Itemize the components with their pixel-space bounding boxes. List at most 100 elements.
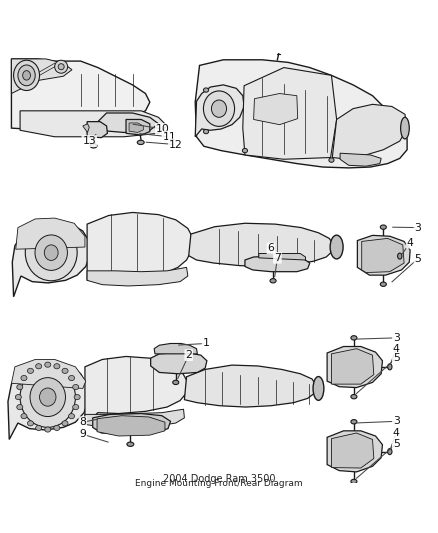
Ellipse shape bbox=[351, 419, 357, 424]
Ellipse shape bbox=[68, 375, 74, 381]
Polygon shape bbox=[245, 256, 310, 272]
Ellipse shape bbox=[55, 60, 67, 73]
Ellipse shape bbox=[28, 368, 33, 374]
Polygon shape bbox=[87, 122, 107, 138]
Ellipse shape bbox=[18, 65, 35, 86]
Text: 8: 8 bbox=[79, 417, 86, 427]
Ellipse shape bbox=[330, 235, 343, 259]
Text: 5: 5 bbox=[393, 439, 400, 449]
Polygon shape bbox=[184, 365, 316, 407]
Ellipse shape bbox=[313, 376, 324, 400]
Ellipse shape bbox=[35, 235, 67, 270]
Polygon shape bbox=[87, 268, 188, 286]
Ellipse shape bbox=[21, 375, 27, 381]
Ellipse shape bbox=[380, 225, 386, 229]
Polygon shape bbox=[340, 153, 381, 166]
Polygon shape bbox=[85, 409, 184, 427]
Ellipse shape bbox=[25, 224, 77, 281]
Polygon shape bbox=[12, 221, 90, 297]
Ellipse shape bbox=[35, 364, 42, 369]
Polygon shape bbox=[16, 218, 85, 249]
Polygon shape bbox=[154, 343, 198, 354]
Text: 5: 5 bbox=[414, 254, 421, 264]
Text: 11: 11 bbox=[162, 132, 176, 142]
Polygon shape bbox=[259, 254, 305, 260]
Ellipse shape bbox=[388, 364, 392, 370]
Ellipse shape bbox=[329, 158, 334, 162]
Ellipse shape bbox=[35, 425, 42, 431]
Ellipse shape bbox=[28, 421, 33, 426]
Ellipse shape bbox=[15, 394, 21, 400]
Polygon shape bbox=[85, 357, 188, 424]
Ellipse shape bbox=[73, 384, 79, 390]
Polygon shape bbox=[87, 213, 193, 280]
Text: 3: 3 bbox=[393, 416, 400, 426]
Text: 6: 6 bbox=[268, 244, 274, 253]
Ellipse shape bbox=[14, 60, 39, 91]
Text: Engine Mounting Front/Rear Diagram: Engine Mounting Front/Rear Diagram bbox=[135, 479, 303, 488]
Polygon shape bbox=[327, 346, 382, 387]
Ellipse shape bbox=[54, 425, 60, 431]
Ellipse shape bbox=[203, 88, 208, 92]
Text: 2: 2 bbox=[185, 350, 192, 360]
Text: 2004 Dodge Ram 3500: 2004 Dodge Ram 3500 bbox=[163, 474, 275, 484]
Polygon shape bbox=[11, 59, 72, 93]
Polygon shape bbox=[243, 68, 337, 159]
Ellipse shape bbox=[90, 144, 97, 148]
Ellipse shape bbox=[21, 414, 27, 419]
Ellipse shape bbox=[398, 253, 402, 259]
Polygon shape bbox=[98, 113, 159, 132]
Ellipse shape bbox=[401, 117, 409, 139]
Polygon shape bbox=[362, 238, 404, 272]
Polygon shape bbox=[8, 362, 88, 440]
Ellipse shape bbox=[68, 414, 74, 419]
Polygon shape bbox=[189, 223, 334, 266]
Text: 1: 1 bbox=[203, 338, 209, 349]
Polygon shape bbox=[129, 123, 143, 132]
Text: 13: 13 bbox=[82, 136, 96, 146]
Text: 4: 4 bbox=[407, 238, 413, 248]
Polygon shape bbox=[195, 60, 407, 168]
Ellipse shape bbox=[270, 279, 276, 283]
Ellipse shape bbox=[58, 63, 64, 70]
Polygon shape bbox=[83, 124, 89, 132]
Text: 4: 4 bbox=[393, 428, 400, 438]
Polygon shape bbox=[11, 59, 150, 130]
Polygon shape bbox=[332, 349, 374, 384]
Polygon shape bbox=[97, 416, 165, 436]
Text: 9: 9 bbox=[79, 429, 86, 439]
Polygon shape bbox=[195, 85, 244, 137]
Ellipse shape bbox=[17, 384, 23, 390]
Ellipse shape bbox=[173, 380, 179, 384]
Ellipse shape bbox=[74, 394, 80, 400]
Polygon shape bbox=[20, 111, 167, 137]
Polygon shape bbox=[327, 431, 382, 472]
Ellipse shape bbox=[73, 405, 79, 410]
Ellipse shape bbox=[17, 405, 23, 410]
Polygon shape bbox=[93, 414, 170, 434]
Ellipse shape bbox=[45, 427, 51, 432]
Ellipse shape bbox=[203, 91, 235, 126]
Ellipse shape bbox=[212, 100, 226, 117]
Polygon shape bbox=[254, 93, 298, 125]
Text: 4: 4 bbox=[393, 344, 400, 354]
Ellipse shape bbox=[351, 394, 357, 399]
Text: 3: 3 bbox=[393, 333, 400, 343]
Text: 3: 3 bbox=[414, 223, 421, 232]
Ellipse shape bbox=[39, 388, 56, 406]
Ellipse shape bbox=[54, 364, 60, 369]
Text: 5: 5 bbox=[393, 353, 400, 363]
Text: 10: 10 bbox=[156, 124, 170, 134]
Polygon shape bbox=[357, 236, 410, 275]
Polygon shape bbox=[126, 119, 150, 135]
Ellipse shape bbox=[380, 282, 386, 286]
Ellipse shape bbox=[30, 378, 66, 417]
Polygon shape bbox=[11, 359, 86, 389]
Text: 12: 12 bbox=[169, 140, 183, 150]
Ellipse shape bbox=[351, 479, 357, 483]
Ellipse shape bbox=[388, 449, 392, 455]
Text: 7: 7 bbox=[274, 253, 281, 263]
Ellipse shape bbox=[242, 149, 247, 153]
Ellipse shape bbox=[44, 245, 58, 261]
Ellipse shape bbox=[20, 367, 75, 427]
